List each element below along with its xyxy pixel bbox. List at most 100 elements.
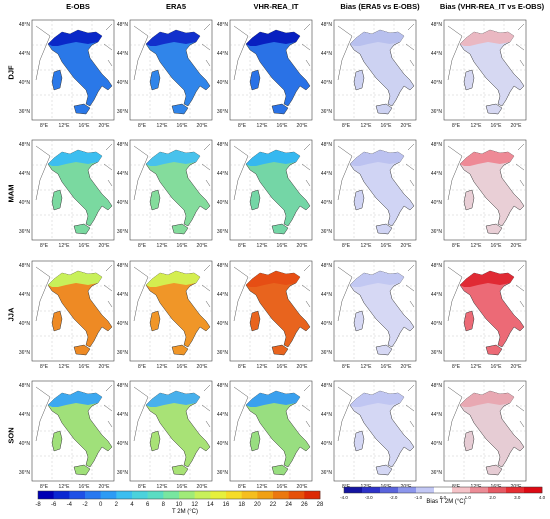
temp-colorbar-tick: 18 [238,502,245,508]
neighbor-coastline [35,23,113,81]
row-label-djf: DJF [6,65,16,80]
neighbor-coastline [35,143,113,201]
lon-tick-label: 16°E [177,364,189,370]
temp-colorbar-tick: 26 [301,502,308,508]
lon-tick-label: 20°E [511,123,523,129]
lat-tick-label: 44°N [321,412,333,418]
lon-tick-label: 16°E [79,484,91,490]
lon-tick-label: 12°E [257,243,269,249]
neighbor-coastline [447,384,525,442]
sardinia [149,430,161,452]
lon-tick-label: 20°E [401,123,413,129]
lon-tick-label: 8°E [138,123,147,129]
lat-tick-label: 40°N [431,80,443,86]
temp-colorbar-tick: 12 [191,502,198,508]
lat-tick-label: 36°N [117,350,129,356]
temp-colorbar-segment [163,491,180,499]
bias-colorbar-segment [470,487,489,493]
lat-tick-label: 44°N [217,292,229,298]
lat-tick-label: 36°N [19,109,31,115]
sardinia [51,310,63,332]
lat-tick-label: 44°N [117,171,129,177]
panel-djf-3 [333,19,417,121]
lat-tick-label: 44°N [19,412,31,418]
neighbor-coastline [447,23,525,81]
alpine-region [146,150,200,166]
lon-tick-label: 8°E [40,364,49,370]
temp-colorbar-tick: -8 [35,502,41,508]
sicily [73,464,91,476]
lat-tick-label: 40°N [19,80,31,86]
lon-tick-label: 12°E [157,364,169,370]
lat-tick-label: 36°N [117,470,129,476]
lon-tick-label: 8°E [342,364,351,370]
bias-colorbar-segment [398,487,417,493]
lon-tick-label: 16°E [277,484,289,490]
temp-colorbar-tick: 24 [285,502,292,508]
sardinia [51,69,63,91]
lat-tick-label: 48°N [19,263,31,269]
sicily [171,344,189,356]
alpine-region [48,391,102,407]
lat-tick-label: 44°N [19,292,31,298]
sardinia [353,430,365,452]
lon-tick-label: 12°E [157,484,169,490]
alpine-region [460,30,514,46]
alpine-region [460,271,514,287]
lat-tick-label: 36°N [431,470,443,476]
lon-tick-label: 16°E [79,364,91,370]
temp-colorbar-segment [69,491,86,499]
sardinia [149,189,161,211]
sicily [375,103,393,115]
lon-tick-label: 16°E [79,243,91,249]
lat-tick-label: 36°N [431,229,443,235]
temp-colorbar-tick: 16 [223,502,230,508]
panel-djf-4 [443,19,527,121]
neighbor-coastline [133,384,211,442]
panel-djf-0 [31,19,115,121]
temp-colorbar-tick: 28 [317,502,324,508]
temp-colorbar-tick: 22 [270,502,277,508]
neighbor-coastline [447,143,525,201]
bias-colorbar-tick: 0.0 [440,495,447,500]
panel-jja-4 [443,260,527,362]
bias-colorbar-tick: -4.0 [340,495,348,500]
temp-colorbar-tick: -2 [82,502,88,508]
lat-tick-label: 44°N [117,412,129,418]
sicily [375,344,393,356]
lat-tick-label: 48°N [321,383,333,389]
bias-colorbar-tick: -2.0 [390,495,398,500]
alpine-region [350,391,404,407]
lat-tick-label: 40°N [217,80,229,86]
lat-tick-label: 48°N [321,22,333,28]
lon-tick-label: 16°E [277,243,289,249]
lon-tick-label: 16°E [277,123,289,129]
sicily [485,344,503,356]
row-label-son: SON [6,427,16,444]
lat-tick-label: 48°N [217,263,229,269]
lat-tick-label: 36°N [19,229,31,235]
sardinia [353,189,365,211]
lat-tick-label: 40°N [19,441,31,447]
lon-tick-label: 8°E [342,243,351,249]
temp-colorbar-frame [37,490,321,500]
panel-son-0 [31,380,115,482]
lon-tick-label: 20°E [297,484,309,490]
lat-tick-label: 40°N [117,200,129,206]
panel-djf-1 [129,19,213,121]
sicily [485,223,503,235]
temp-colorbar-segment [147,491,164,499]
lat-tick-label: 48°N [19,142,31,148]
lat-tick-label: 36°N [431,109,443,115]
lon-tick-label: 12°E [257,364,269,370]
lon-tick-label: 8°E [138,484,147,490]
bias-colorbar-segment [452,487,471,493]
lat-tick-label: 48°N [431,22,443,28]
sardinia [51,430,63,452]
alpine-region [460,391,514,407]
lon-tick-label: 20°E [297,364,309,370]
sicily [375,223,393,235]
panel-son-2 [229,380,313,482]
lon-tick-label: 16°E [491,243,503,249]
